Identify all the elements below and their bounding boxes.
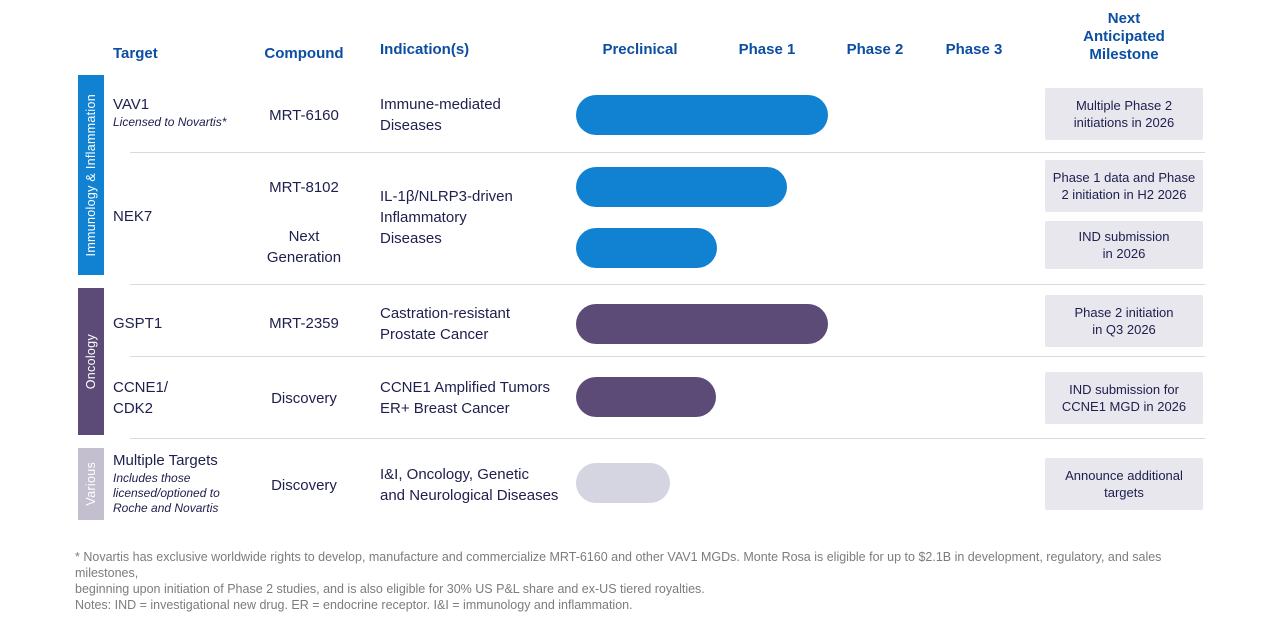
- indication-vav1: Immune-mediated Diseases: [380, 96, 501, 134]
- row-separator: [130, 284, 1205, 285]
- column-header-preclinical: Preclinical: [602, 41, 678, 58]
- compound-mrt-2359: MRT-2359: [269, 315, 339, 332]
- row-separator: [130, 152, 1205, 153]
- pipeline-bar-mrt-8102: [576, 167, 787, 207]
- compound-mrt-6160: MRT-6160: [269, 107, 339, 124]
- group-label-immunology-inflammation: Immunology & Inflammation: [84, 93, 98, 257]
- row-separator: [130, 438, 1205, 439]
- target-name: VAV1: [113, 96, 150, 113]
- milestone-nek7-next-generation: IND submission in 2026: [1045, 221, 1203, 269]
- footnote-line-1: * Novartis has exclusive worldwide right…: [75, 550, 1162, 580]
- group-label-various: Various: [84, 462, 98, 506]
- pipeline-bar-multiple-targets: [576, 463, 670, 503]
- milestone-mrt-8102: Phase 1 data and Phase 2 initiation in H…: [1045, 160, 1203, 212]
- indication-various: I&I, Oncology, Genetic and Neurological …: [380, 466, 559, 504]
- column-header-milestone: Next Anticipated Milestone: [1083, 10, 1165, 63]
- pipeline-bar-nek7-next-generation: [576, 228, 717, 268]
- column-header-indication: Indication(s): [380, 41, 470, 58]
- target-gspt1: GSPT1: [113, 315, 163, 332]
- compound-various-discovery: Discovery: [271, 477, 337, 494]
- target-name: Multiple Targets: [113, 452, 218, 469]
- target-vav1: VAV1 Licensed to Novartis*: [113, 94, 226, 130]
- milestone-various: Announce additional targets: [1045, 458, 1203, 510]
- column-header-phase1: Phase 1: [738, 41, 796, 58]
- target-multiple-targets: Multiple Targets Includes those licensed…: [113, 450, 220, 516]
- column-header-phase3: Phase 3: [945, 41, 1003, 58]
- target-nek7: NEK7: [113, 208, 153, 225]
- group-oncology: Oncology: [78, 288, 104, 435]
- milestone-ccne1: IND submission for CCNE1 MGD in 2026: [1045, 372, 1203, 424]
- target-ccne1-cdk2: CCNE1/ CDK2: [113, 379, 169, 417]
- target-note: Licensed to Novartis*: [113, 115, 227, 129]
- footnote-line-2: beginning upon initiation of Phase 2 stu…: [75, 582, 705, 596]
- compound-mrt-8102: MRT-8102: [269, 179, 339, 196]
- pipeline-bar-ccne1-cdk2: [576, 377, 716, 417]
- milestone-vav1: Multiple Phase 2 initiations in 2026: [1045, 88, 1203, 140]
- group-label-oncology: Oncology: [84, 333, 98, 390]
- footnotes: * Novartis has exclusive worldwide right…: [75, 549, 1215, 613]
- pipeline-bar-gspt1: [576, 304, 828, 344]
- compound-next-generation: Next Generation: [266, 228, 342, 266]
- group-immunology-inflammation: Immunology & Inflammation: [78, 75, 104, 275]
- group-various: Various: [78, 448, 104, 520]
- target-note: Includes those licensed/optioned to Roch…: [113, 471, 220, 515]
- indication-gspt1: Castration-resistant Prostate Cancer: [380, 305, 511, 343]
- compound-ccne1-discovery: Discovery: [271, 390, 337, 407]
- indication-nek7: IL-1β/NLRP3-driven Inflammatory Diseases: [380, 188, 513, 247]
- column-header-target: Target: [113, 45, 158, 62]
- column-header-phase2: Phase 2: [846, 41, 904, 58]
- footnote-line-3: Notes: IND = investigational new drug. E…: [75, 598, 633, 612]
- milestone-gspt1: Phase 2 initiation in Q3 2026: [1045, 295, 1203, 347]
- pipeline-bar-vav1: [576, 95, 828, 135]
- indication-ccne1: CCNE1 Amplified Tumors ER+ Breast Cancer: [380, 379, 551, 417]
- row-separator: [130, 356, 1205, 357]
- column-header-compound: Compound: [264, 45, 344, 62]
